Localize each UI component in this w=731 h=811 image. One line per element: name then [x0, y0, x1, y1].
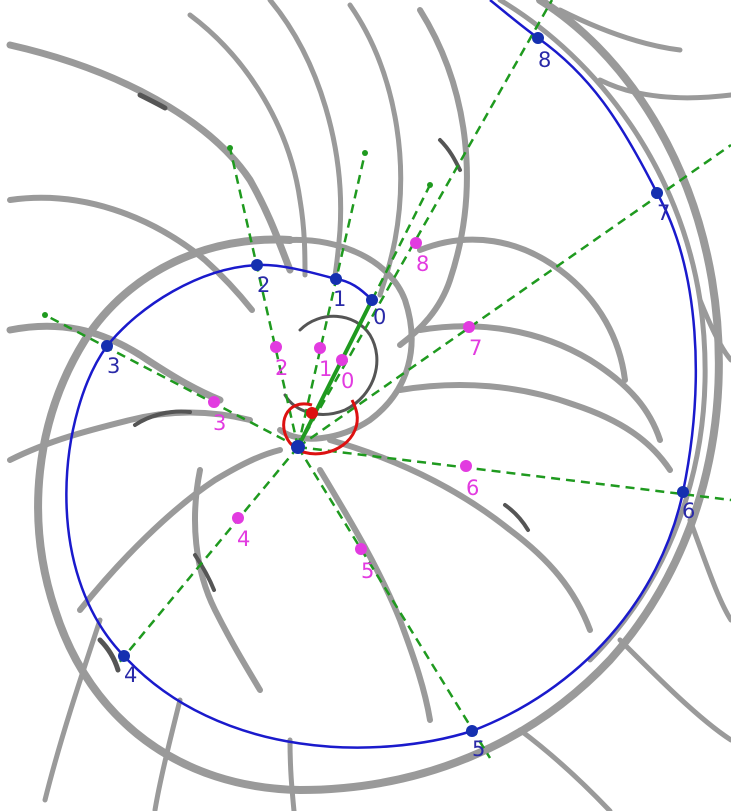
blue-point-label-0: 0 — [373, 305, 386, 329]
blue-point-label-2: 2 — [257, 273, 270, 297]
guide-ray-5 — [296, 446, 492, 759]
blue-point-label-5: 5 — [472, 737, 485, 761]
magenta-point-label-1: 1 — [319, 357, 332, 381]
nautilus-shell-drawing — [6, 0, 731, 811]
guide-end-dot-2 — [227, 145, 233, 151]
guide-ray-8 — [296, 0, 554, 448]
magenta-point-6 — [460, 460, 472, 472]
magenta-point-label-7: 7 — [469, 336, 482, 360]
blue-point-1 — [330, 273, 342, 285]
magenta-point-label-2: 2 — [275, 356, 288, 380]
blue-point-label-3: 3 — [107, 354, 120, 378]
guide-ray-4 — [117, 446, 299, 665]
blue-point-label-8: 8 — [538, 48, 551, 72]
blue-point-label-6: 6 — [682, 499, 695, 523]
center-point — [291, 440, 305, 454]
blue-point-0 — [366, 294, 378, 306]
magenta-point-0 — [336, 354, 348, 366]
guide-end-dot-0 — [427, 182, 433, 188]
magenta-point-label-3: 3 — [213, 411, 226, 435]
magenta-point-3 — [208, 396, 220, 408]
magenta-point-label-6: 6 — [466, 476, 479, 500]
magenta-point-8 — [410, 237, 422, 249]
blue-point-8 — [532, 32, 544, 44]
blue-point-4 — [118, 650, 130, 662]
guide-end-dot-3 — [42, 312, 48, 318]
magenta-point-4 — [232, 512, 244, 524]
magenta-point-2 — [270, 341, 282, 353]
spiral-curve — [65, 0, 698, 749]
blue-point-5 — [466, 725, 478, 737]
blue-point-label-7: 7 — [657, 201, 670, 225]
blue-point-6 — [677, 486, 689, 498]
magenta-point-5 — [355, 543, 367, 555]
guide-ray-2 — [228, 147, 300, 448]
magenta-point-label-5: 5 — [361, 559, 374, 583]
angle-arc — [282, 399, 359, 456]
blue-point-label-4: 4 — [124, 663, 137, 687]
magenta-point-label-4: 4 — [237, 527, 250, 551]
blue-point-label-1: 1 — [333, 287, 346, 311]
guide-ray-1 — [296, 152, 367, 448]
magenta-point-label-0: 0 — [341, 369, 354, 393]
magenta-point-7 — [463, 321, 475, 333]
guide-ray-6 — [297, 445, 731, 502]
guide-end-dot-1 — [362, 150, 368, 156]
magenta-point-label-8: 8 — [416, 252, 429, 276]
blue-point-3 — [101, 340, 113, 352]
guide-ray-3 — [44, 313, 299, 449]
blue-point-7 — [651, 187, 663, 199]
solid-radius-segment — [296, 299, 374, 448]
blue-point-2 — [251, 259, 263, 271]
magenta-point-1 — [314, 342, 326, 354]
angle-marker-dot — [306, 407, 318, 419]
